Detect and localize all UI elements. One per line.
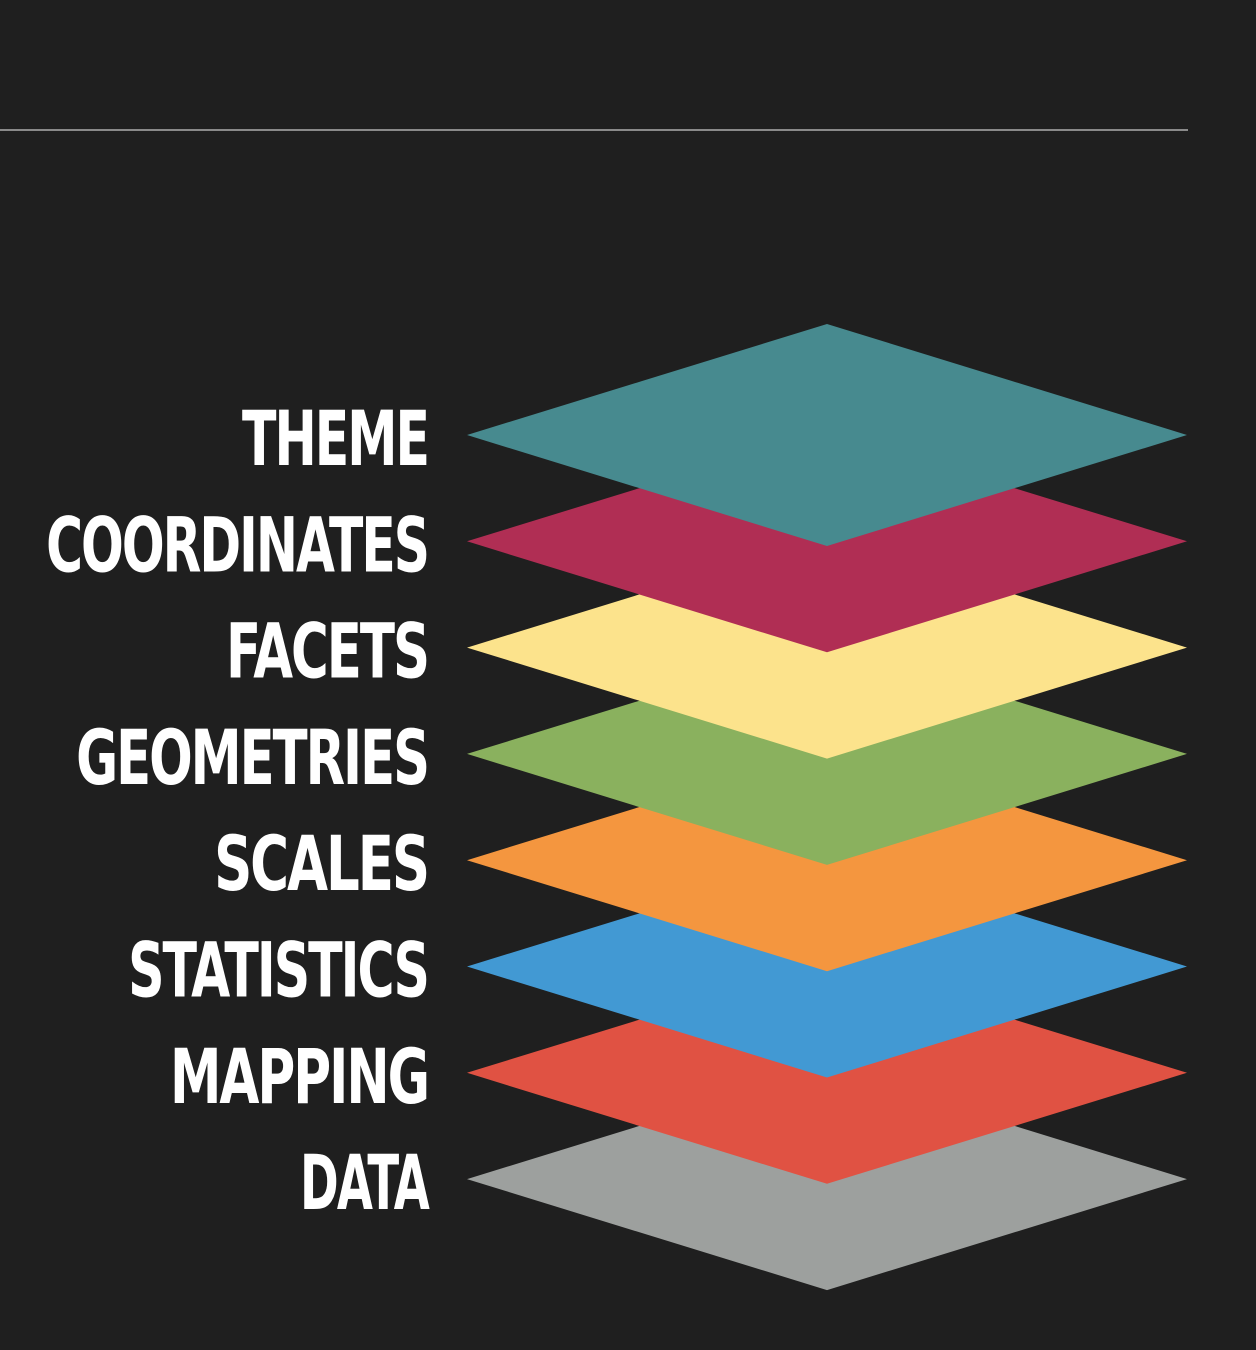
layer-label-statistics: STATISTICS (128, 927, 428, 1015)
layer-label-facets: FACETS (226, 609, 428, 697)
layer-labels: THEME COORDINATES FACETS GEOMETRIES SCAL… (46, 396, 432, 1228)
layer-label-theme: THEME (242, 396, 428, 484)
layer-diamond-theme (467, 324, 1187, 546)
layer-stack (467, 324, 1187, 1291)
layer-label-scales: SCALES (214, 821, 428, 909)
layer-label-geometries: GEOMETRIES (76, 715, 428, 803)
layer-label-mapping: MAPPING (170, 1034, 428, 1122)
layer-label-coordinates: COORDINATES (46, 502, 428, 590)
layer-label-data: DATA (300, 1138, 430, 1227)
